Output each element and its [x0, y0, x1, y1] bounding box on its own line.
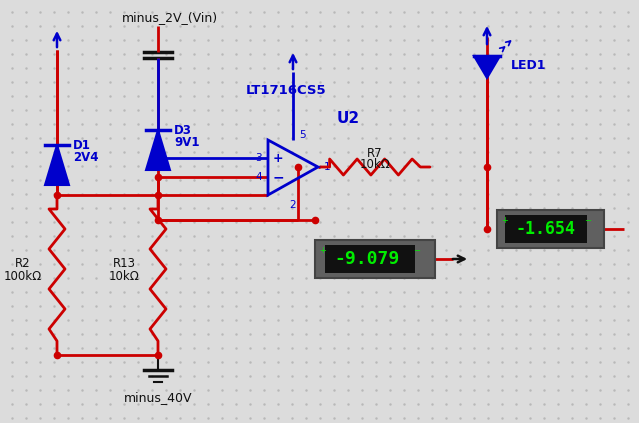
Text: R13: R13 — [112, 257, 135, 270]
Text: 10kΩ: 10kΩ — [109, 270, 139, 283]
Text: 100kΩ: 100kΩ — [4, 270, 42, 283]
Text: −: − — [272, 170, 284, 184]
Text: 5: 5 — [299, 130, 305, 140]
Text: 1: 1 — [324, 162, 330, 172]
Text: 2V4: 2V4 — [73, 151, 98, 164]
Text: minus_40V: minus_40V — [124, 392, 192, 404]
Text: LED1: LED1 — [511, 58, 546, 71]
Text: +: + — [273, 151, 283, 165]
Bar — [497, 210, 604, 248]
Bar — [505, 215, 587, 243]
Text: -1.654: -1.654 — [515, 220, 575, 238]
Polygon shape — [146, 130, 170, 170]
Polygon shape — [45, 145, 69, 185]
Text: U2: U2 — [337, 110, 360, 126]
Text: D1: D1 — [73, 138, 91, 151]
Polygon shape — [474, 56, 500, 78]
Text: 4: 4 — [256, 172, 262, 182]
Text: +: + — [501, 216, 508, 225]
Text: R2: R2 — [15, 257, 31, 270]
Text: 10kΩ: 10kΩ — [360, 157, 390, 170]
Text: 2: 2 — [289, 200, 296, 210]
Text: −: − — [413, 246, 420, 255]
Text: LT1716CS5: LT1716CS5 — [245, 83, 327, 96]
Text: R7: R7 — [367, 146, 383, 159]
Text: -9.079: -9.079 — [334, 250, 399, 268]
Text: −: − — [584, 216, 591, 225]
Bar — [325, 245, 415, 273]
Text: +: + — [319, 246, 326, 255]
Text: D3: D3 — [174, 124, 192, 137]
Text: 3: 3 — [256, 153, 262, 163]
Text: minus_2V_(Vin): minus_2V_(Vin) — [122, 11, 218, 25]
Bar — [315, 240, 435, 278]
Text: 9V1: 9V1 — [174, 135, 199, 148]
